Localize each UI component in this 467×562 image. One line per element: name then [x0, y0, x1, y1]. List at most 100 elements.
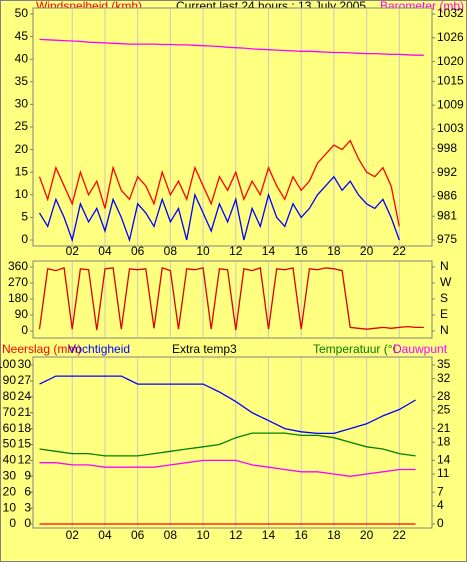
y-tick-label: 35: [15, 74, 29, 88]
legend-label: Dauwpunt: [393, 342, 448, 356]
y2-tick-label: 1020: [437, 54, 464, 68]
y-tick-label: 9: [24, 468, 31, 482]
y2-tick-label: 7: [437, 484, 444, 498]
y2-tick-label: 28: [437, 389, 451, 403]
x-tick-label: 16: [295, 244, 309, 258]
y-tick-label: 50: [15, 6, 29, 20]
x-tick-label: 18: [327, 528, 341, 542]
data-line: [38, 175, 400, 243]
x-tick-label: 08: [164, 244, 178, 258]
x-tick-label: 10: [196, 244, 210, 258]
y-tick-label: 15: [15, 164, 29, 178]
y2-tick-label: 975: [437, 232, 457, 246]
y2-tick-label: 1009: [437, 97, 464, 111]
y-tick-label: 90: [3, 373, 17, 387]
y2-tick-label: 25: [437, 403, 451, 417]
x-tick-label: 18: [327, 244, 341, 258]
y-tick-label: 30: [3, 468, 17, 482]
x-tick-label: 22: [393, 528, 407, 542]
y2-tick-label: N: [440, 323, 449, 337]
y-tick-label: 10: [3, 500, 17, 514]
y-tick-label: 5: [21, 210, 28, 224]
y2-tick-label: 1003: [437, 121, 464, 135]
y2-tick-label: S: [440, 291, 448, 305]
y-tick-label: 20: [3, 484, 17, 498]
y-tick-label: 360: [8, 259, 28, 273]
legend-label: Vochtigheid: [68, 342, 130, 356]
y-tick-label: 3: [24, 500, 31, 514]
data-line: [39, 459, 416, 477]
y2-tick-label: 11: [437, 466, 450, 480]
plot-area: [32, 260, 433, 339]
y-tick-label: 40: [15, 51, 29, 65]
y2-tick-label: 1026: [437, 30, 464, 44]
y2-tick-label: 32: [437, 371, 451, 385]
y2-tick-label: 4: [437, 498, 444, 512]
y-tick-label: 50: [3, 437, 17, 451]
y-tick-label: 0: [21, 323, 28, 337]
data-line: [39, 38, 424, 56]
y-tick-label: 18: [18, 421, 32, 435]
y-tick-label: 24: [18, 389, 32, 403]
y-tick-label: 70: [3, 405, 17, 419]
x-tick-label: 14: [262, 528, 276, 542]
y-tick-label: 100: [0, 357, 16, 371]
y-tick-label: 27: [18, 373, 32, 387]
y2-tick-label: 986: [437, 189, 457, 203]
legend-label: Neerslag (mm): [2, 342, 81, 356]
y-tick-label: 80: [3, 389, 17, 403]
x-tick-label: 14: [262, 244, 276, 258]
y-tick-label: 270: [8, 275, 28, 289]
y2-tick-label: W: [440, 275, 452, 289]
y-tick-label: 20: [15, 142, 29, 156]
x-tick-label: 22: [393, 244, 407, 258]
y-tick-label: 10: [15, 187, 29, 201]
y-tick-label: 40: [3, 453, 17, 467]
y2-tick-label: 1015: [437, 74, 464, 88]
y-tick-label: 45: [15, 29, 29, 43]
y2-tick-label: 21: [437, 421, 451, 435]
y2-tick-label: E: [440, 307, 448, 321]
y-tick-label: 0: [24, 516, 31, 530]
y-tick-label: 12: [18, 453, 32, 467]
y-tick-label: 15: [18, 437, 32, 451]
y-tick-label: 0: [9, 516, 16, 530]
x-tick-label: 16: [295, 528, 309, 542]
y2-tick-label: 18: [437, 434, 451, 448]
y-tick-label: 60: [3, 421, 17, 435]
y-tick-label: 30: [15, 97, 29, 111]
x-tick-label: 04: [98, 244, 112, 258]
x-tick-label: 02: [66, 244, 80, 258]
x-tick-label: 20: [360, 528, 374, 542]
y2-tick-label: 0: [437, 516, 444, 530]
x-tick-label: 08: [164, 528, 178, 542]
y-tick-label: 0: [21, 232, 28, 246]
chart-title: Extra temp3: [172, 342, 237, 356]
data-line: [39, 432, 416, 457]
y2-tick-label: 1032: [437, 6, 464, 20]
y-tick-label: 6: [24, 484, 31, 498]
x-tick-label: 20: [360, 244, 374, 258]
x-tick-label: 06: [131, 244, 145, 258]
data-line: [38, 139, 400, 227]
y2-tick-label: N: [440, 259, 449, 273]
y2-tick-label: 35: [437, 357, 451, 371]
x-tick-label: 04: [98, 528, 112, 542]
x-tick-label: 12: [229, 528, 243, 542]
data-line: [39, 375, 416, 435]
y2-tick-label: 981: [437, 208, 457, 222]
y-tick-label: 30: [18, 357, 32, 371]
x-tick-label: 12: [229, 244, 243, 258]
plot-area: [32, 356, 433, 529]
y2-tick-label: 992: [437, 165, 457, 179]
y-tick-label: 25: [15, 119, 29, 133]
x-tick-label: 02: [66, 528, 80, 542]
legend-label: Temperatuur (°C: [313, 342, 401, 356]
y2-tick-label: 14: [437, 453, 451, 467]
data-line: [38, 267, 424, 331]
y-tick-label: 90: [15, 307, 29, 321]
y2-tick-label: 998: [437, 141, 457, 155]
y-tick-label: 21: [18, 405, 32, 419]
x-tick-label: 10: [196, 528, 210, 542]
